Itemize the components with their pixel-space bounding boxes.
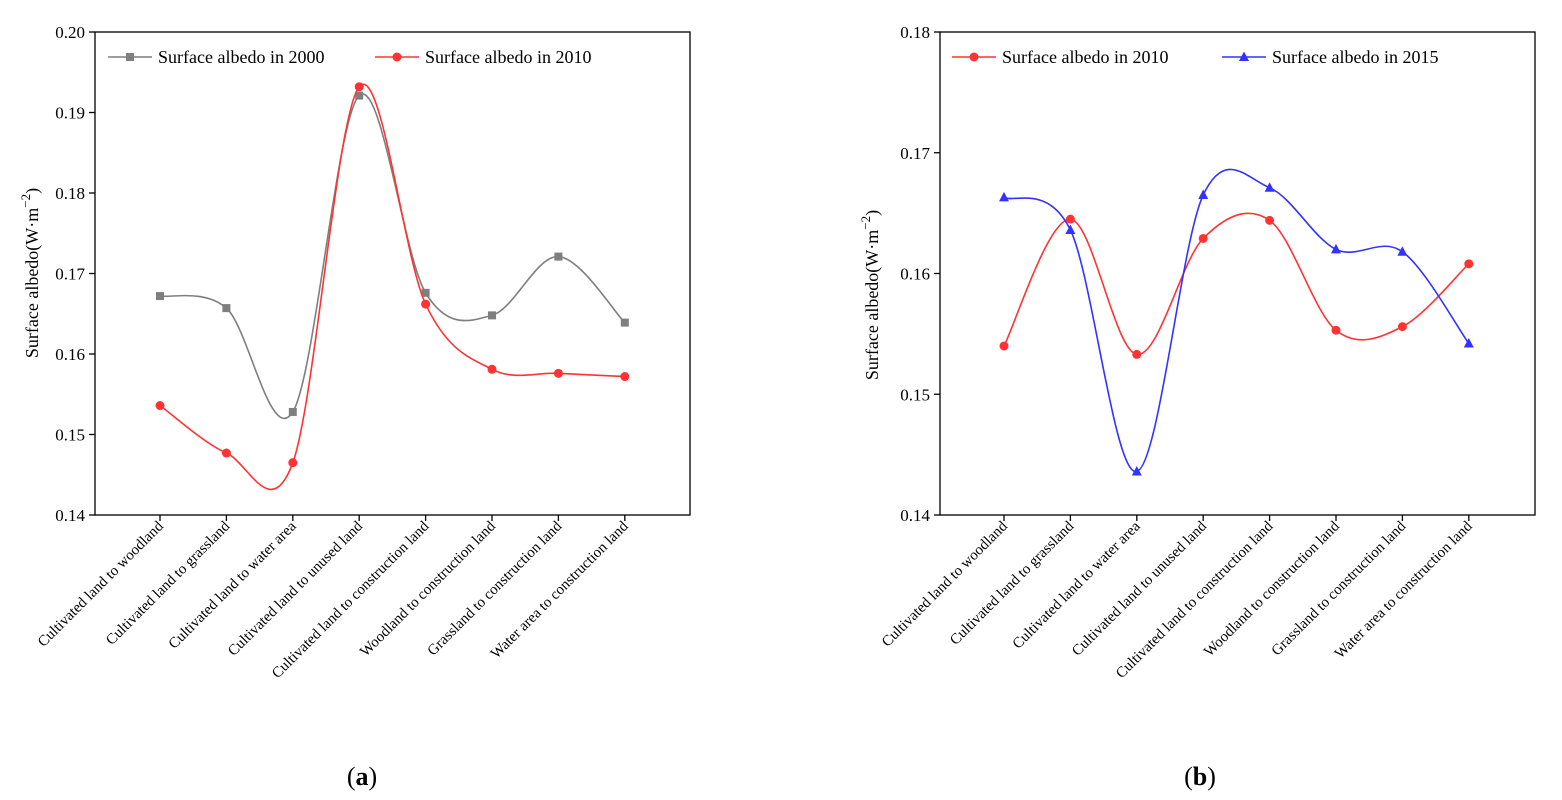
- panel-b-x-tick-label: Cultivated land to unused land: [1069, 518, 1210, 659]
- panel-b-data-point: [1132, 349, 1142, 359]
- panel-b-legend-label-2: Surface albedo in 2015: [1272, 47, 1438, 67]
- panel-b-data-point: [1065, 224, 1076, 235]
- panel-b-y-axis-label-close: ): [862, 210, 883, 216]
- panel-a-legend-marker-1: [126, 53, 134, 61]
- panel-a-data-point: [620, 372, 630, 382]
- panel-b-y-ticks: 0.14 0.15 0.16 0.17 0.18: [900, 23, 940, 525]
- panel-a-caption-letter: a: [356, 762, 369, 791]
- panel-a-y-axis-label-text: Surface albedo(W·m: [22, 208, 43, 358]
- panel-b-y-tick-label: 0.16: [900, 265, 930, 284]
- panel-a-chart: 0.14 0.15 0.16 0.17 0.18 0.19 0.20 Cultivated …: [18, 23, 691, 791]
- panel-a-series: [155, 82, 630, 491]
- panel-b-y-tick-label: 0.14: [900, 506, 930, 525]
- panel-b-data-point: [1264, 182, 1275, 192]
- panel-a-x-tick-label: Water area to construction land: [488, 518, 632, 662]
- panel-b-chart: 0.14 0.15 0.16 0.17 0.18 Cultivated land to …: [858, 23, 1536, 791]
- panel-b-legend-marker-1: [969, 52, 979, 62]
- panel-b-legend-label-1: Surface albedo in 2010: [1002, 47, 1168, 67]
- panel-a-x-tick-label: Cultivated land to unused land: [225, 518, 366, 659]
- panel-a-data-point: [156, 292, 164, 301]
- panel-a-data-point: [222, 304, 231, 313]
- panel-a-data-point: [487, 364, 497, 374]
- panel-b-legend-marker-2: [1239, 51, 1249, 61]
- panel-b-series: [999, 168, 1474, 476]
- panel-b-data-point: [1463, 338, 1474, 348]
- panel-b-y-tick-label: 0.17: [900, 144, 930, 163]
- panel-b-x-tick-label: Cultivated land to water area: [1010, 518, 1144, 652]
- panel-a-series-line-1: [159, 93, 626, 420]
- panel-a-x-tick-label: Cultivated land to grassland: [103, 518, 233, 648]
- panel-a-x-tick-label: Cultivated land to woodland: [35, 518, 167, 650]
- panel-b-caption-letter: b: [1193, 762, 1207, 791]
- panel-a-y-axis-label: Surface albedo(W·m−2): [18, 188, 43, 358]
- panel-b-y-axis-label: Surface albedo(W·m−2): [858, 210, 883, 380]
- panel-b-x-tick-label: Grassland to construction land: [1269, 518, 1410, 659]
- panel-a-y-ticks: 0.14 0.15 0.16 0.17 0.18 0.19 0.20: [55, 23, 95, 525]
- panel-b-x-tick-label: Cultivated land to woodland: [879, 518, 1011, 650]
- panel-a-legend-label-1: Surface albedo in 2000: [158, 47, 324, 67]
- panel-a-series-line-2: [159, 83, 625, 491]
- panel-a-data-point: [554, 252, 563, 261]
- panel-b-plot-frame: [939, 31, 1536, 516]
- panel-a-data-point: [553, 368, 563, 378]
- panel-b-data-point: [1397, 246, 1408, 256]
- panel-a-data-point: [421, 299, 431, 309]
- panel-b-y-tick-label: 0.15: [900, 385, 930, 404]
- panel-b-data-point: [1331, 243, 1341, 254]
- panel-b-data-point: [999, 191, 1009, 202]
- panel-a-legend: Surface albedo in 2000 Surface albedo in …: [108, 47, 591, 67]
- panel-a-legend-marker-2: [392, 52, 402, 62]
- panel-a-caption: (a): [347, 762, 377, 791]
- panel-b-y-tick-label: 0.18: [900, 23, 930, 42]
- panel-b-data-point: [1331, 325, 1341, 335]
- panel-a-y-axis-label-close: ): [22, 188, 43, 194]
- panel-a-y-tick-label: 0.20: [55, 23, 85, 42]
- panel-a-data-point: [488, 311, 496, 320]
- panel-b-caption: (b): [1184, 762, 1216, 791]
- panel-b-data-point: [999, 341, 1009, 351]
- panel-b-data-point: [1464, 259, 1474, 269]
- panel-b-data-point: [1265, 215, 1275, 225]
- panel-a-data-point: [620, 318, 629, 327]
- panel-a-x-tick-label: Cultivated land to water area: [166, 518, 300, 652]
- panel-a-data-point: [421, 288, 430, 297]
- panel-a-y-tick-label: 0.17: [55, 265, 85, 284]
- panel-a-data-point: [355, 91, 364, 100]
- panel-a-y-tick-label: 0.14: [55, 506, 85, 525]
- panel-a-x-tick-label: Woodland to construction land: [357, 518, 499, 660]
- panel-b-y-axis-label-text: Surface albedo(W·m: [862, 230, 883, 380]
- panel-a-plot-frame: [94, 31, 691, 516]
- panel-b-y-axis-label-exponent: −2: [858, 216, 873, 230]
- panel-a-y-tick-label: 0.19: [55, 104, 85, 123]
- panel-a-data-point: [155, 401, 165, 411]
- panel-b-data-point: [1198, 233, 1208, 243]
- panel-b-data-point: [1131, 466, 1142, 476]
- panel-b-data-point: [1065, 214, 1075, 224]
- panel-a-legend-label-2: Surface albedo in 2010: [425, 47, 591, 67]
- panel-b-x-tick-label: Cultivated land to grassland: [947, 518, 1077, 648]
- panel-b-x-tick-label: Woodland to construction land: [1201, 518, 1343, 660]
- panel-a-y-tick-label: 0.18: [55, 184, 85, 203]
- panel-b-legend: Surface albedo in 2010 Surface albedo in …: [952, 47, 1438, 67]
- panel-a-data-point: [288, 407, 297, 416]
- panel-b-series-line-1: [1003, 212, 1470, 356]
- panel-b-x-tick-label: Water area to construction land: [1332, 518, 1476, 662]
- panel-a-data-point: [221, 448, 231, 458]
- panel-a-y-tick-label: 0.15: [55, 426, 85, 445]
- panel-a-data-point: [354, 82, 364, 92]
- panel-a-y-tick-label: 0.16: [55, 345, 85, 364]
- panel-a-data-point: [288, 458, 298, 468]
- panel-a-y-axis-label-exponent: −2: [18, 194, 33, 208]
- panel-b-data-point: [1397, 322, 1407, 332]
- panel-a-x-tick-label: Grassland to construction land: [425, 518, 566, 659]
- panel-b-data-point: [1198, 189, 1209, 200]
